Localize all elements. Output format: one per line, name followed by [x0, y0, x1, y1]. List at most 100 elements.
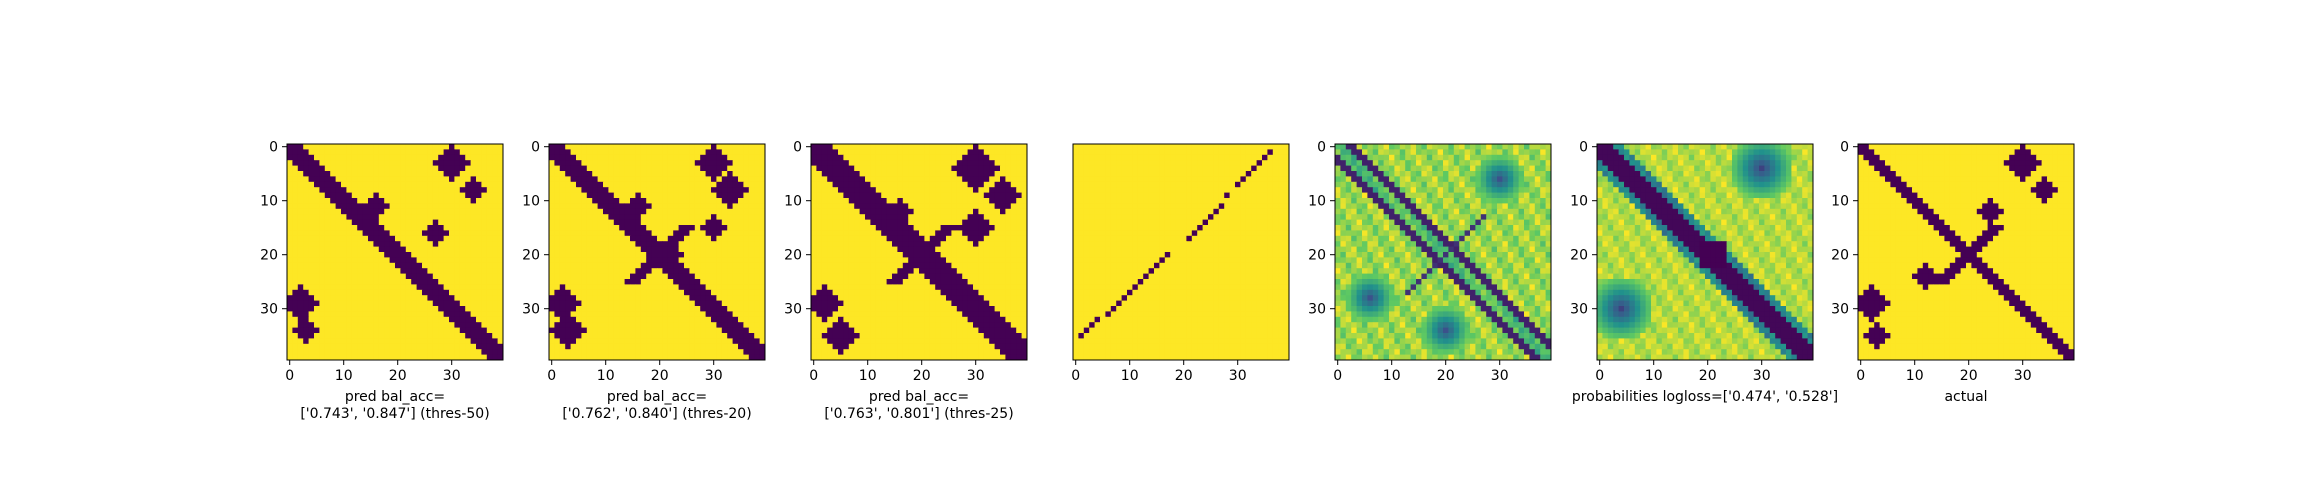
heatmap-cell	[357, 171, 363, 177]
heatmap-cell	[640, 181, 647, 188]
heatmap-cell	[422, 165, 428, 172]
heatmap-cell	[554, 252, 561, 258]
heatmap-cell	[357, 149, 363, 156]
heatmap-cell	[978, 262, 985, 269]
heatmap-cell	[427, 300, 434, 307]
heatmap-cell	[738, 154, 744, 161]
heatmap-cell	[881, 160, 887, 166]
heatmap-cell	[341, 343, 347, 350]
heatmap-cell	[308, 327, 315, 334]
heatmap-cell	[554, 165, 561, 172]
heatmap-cell	[486, 176, 493, 183]
heatmap-cell	[1164, 149, 1171, 156]
heatmap-cell	[476, 181, 482, 188]
heatmap-cell	[619, 289, 625, 296]
heatmap-cell	[711, 246, 717, 253]
heatmap-cell	[838, 187, 844, 193]
heatmap-cell	[875, 322, 882, 328]
heatmap-cell	[875, 262, 882, 269]
heatmap-cell	[657, 322, 663, 328]
heatmap-cell	[570, 311, 577, 318]
heatmap-cell	[816, 354, 823, 361]
heatmap-cell	[1191, 144, 1198, 150]
heatmap-cell	[832, 300, 839, 307]
heatmap-cell	[711, 289, 717, 296]
heatmap-cell	[459, 322, 466, 328]
heatmap-cell	[454, 316, 461, 323]
heatmap-cell	[811, 208, 817, 215]
heatmap-cell	[330, 144, 336, 150]
heatmap-cell	[492, 225, 498, 231]
heatmap-cell	[886, 230, 893, 237]
heatmap-cell	[919, 252, 925, 258]
heatmap-cell	[443, 154, 450, 161]
heatmap-cell	[689, 327, 696, 334]
heatmap-cell	[951, 149, 958, 156]
heatmap-cell	[870, 257, 877, 264]
heatmap-cell	[1143, 160, 1149, 166]
heatmap-cell	[902, 343, 909, 350]
heatmap-cell	[319, 214, 326, 220]
heatmap-cell	[576, 225, 582, 231]
heatmap-cell	[559, 149, 566, 156]
heatmap-cell	[1000, 246, 1006, 253]
heatmap-cell	[565, 181, 571, 188]
heatmap-cell	[308, 165, 315, 172]
heatmap-cell	[613, 198, 620, 204]
heatmap-cell	[314, 262, 320, 269]
heatmap-cell	[1164, 154, 1171, 161]
heatmap-cell	[608, 327, 615, 334]
heatmap-cell	[843, 295, 850, 301]
heatmap-cell	[438, 235, 444, 242]
heatmap-cell	[748, 225, 755, 231]
heatmap-cell	[554, 225, 561, 231]
heatmap-cell	[705, 268, 712, 274]
heatmap-cell	[465, 241, 471, 247]
heatmap-cell	[929, 300, 936, 307]
heatmap-cell	[892, 322, 898, 328]
heatmap-cell	[738, 235, 744, 242]
heatmap-cell	[892, 338, 898, 345]
x-axis-label: pred bal_acc=	[869, 389, 969, 405]
heatmap-cell	[875, 203, 882, 210]
heatmap-cell	[716, 349, 723, 355]
heatmap-cell	[711, 165, 717, 172]
heatmap-cell	[689, 316, 696, 323]
heatmap-cell	[449, 268, 455, 274]
heatmap-cell	[357, 176, 363, 183]
heatmap-cell	[875, 333, 882, 339]
heatmap-cell	[384, 187, 390, 193]
heatmap-cell	[865, 262, 871, 269]
heatmap-cell	[384, 289, 390, 296]
heatmap-cell	[865, 171, 871, 177]
heatmap-cell	[978, 349, 985, 355]
heatmap-cell	[384, 160, 390, 166]
heatmap-cell	[324, 214, 331, 220]
heatmap-cell	[854, 306, 860, 312]
heatmap-cell	[721, 273, 728, 280]
heatmap-cell	[400, 252, 407, 258]
heatmap-cell	[292, 300, 299, 307]
heatmap-cell	[811, 252, 817, 258]
heatmap-cell	[613, 316, 620, 323]
heatmap-cell	[1005, 154, 1012, 161]
heatmap-cell	[384, 349, 390, 355]
heatmap-cell	[973, 300, 979, 307]
heatmap-cell	[994, 279, 1001, 285]
heatmap-cell	[854, 203, 860, 210]
heatmap-cell	[384, 219, 390, 226]
heatmap-cell	[630, 246, 636, 253]
heatmap-cell	[657, 311, 663, 318]
heatmap-cell	[940, 295, 947, 301]
heatmap-cell	[362, 235, 369, 242]
heatmap-cell	[811, 241, 817, 247]
heatmap-cell	[940, 252, 947, 258]
heatmap-cell	[384, 338, 390, 345]
heatmap-cell	[389, 208, 396, 215]
heatmap-cell	[581, 246, 588, 253]
heatmap-cell	[454, 235, 461, 242]
heatmap-cell	[657, 262, 663, 269]
heatmap-cell	[908, 192, 914, 199]
heatmap-cell	[865, 214, 871, 220]
heatmap-cell	[689, 176, 696, 183]
